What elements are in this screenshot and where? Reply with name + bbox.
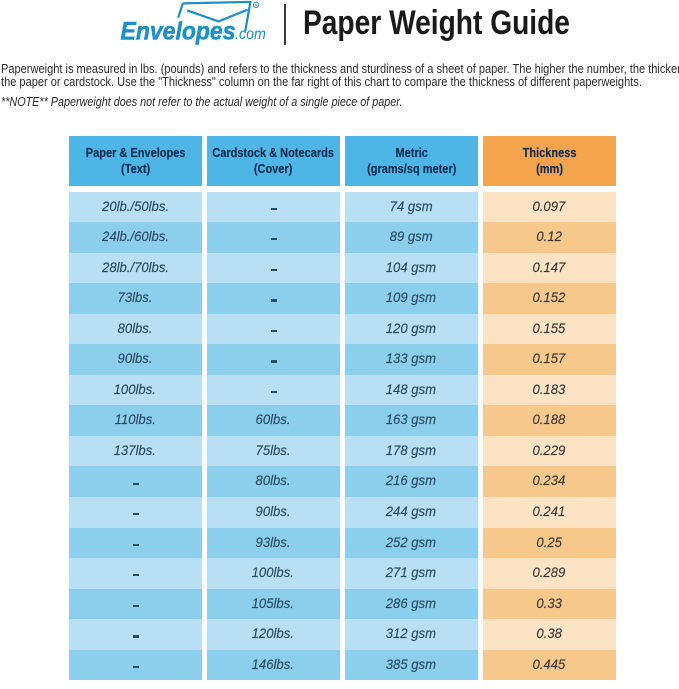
svg-text:.com: .com xyxy=(235,27,266,44)
svg-text:R: R xyxy=(255,3,258,8)
svg-text:Envelopes: Envelopes xyxy=(121,18,236,46)
